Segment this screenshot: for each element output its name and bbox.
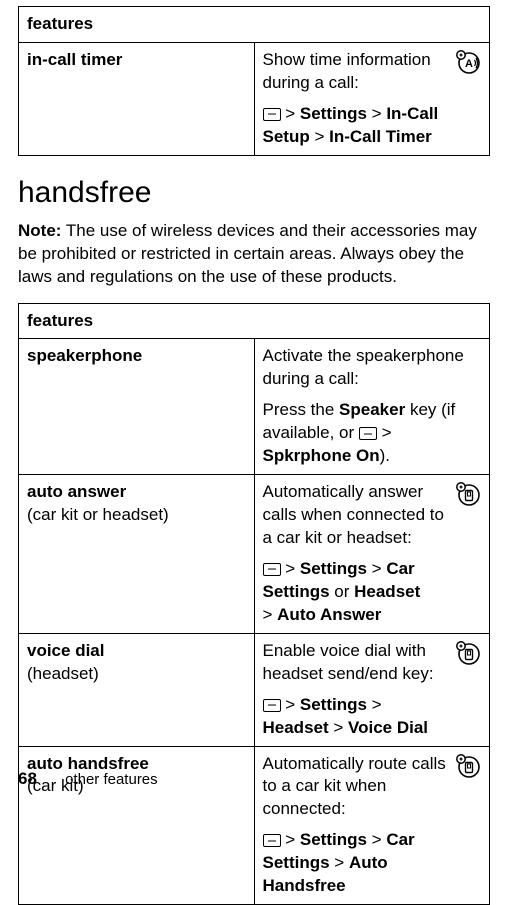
- path-seg: In-Call Timer: [329, 127, 432, 146]
- table2-header: features: [19, 303, 490, 339]
- page-number: 68: [18, 769, 37, 788]
- feature-desc: Activate the speakerphone during a call:: [263, 346, 464, 388]
- feature-in-call-timer: in-call timer: [19, 42, 255, 155]
- txt: Speaker: [339, 400, 405, 419]
- menu-icon: [263, 108, 281, 121]
- footer-label: other features: [65, 771, 158, 788]
- txt: Spkrphone On: [263, 446, 380, 465]
- feature-path: > Settings > In-Call Setup > In-Call Tim…: [263, 103, 450, 149]
- feature-name: auto answer: [27, 482, 126, 501]
- path-seg: Settings: [300, 104, 367, 123]
- feature-path: > Settings > Car Settings > Auto Handsfr…: [263, 829, 450, 898]
- accessory-badge-icon: [455, 753, 483, 781]
- path-seg: Settings: [300, 695, 367, 714]
- feature-desc-cell: Activate the speakerphone during a call:…: [254, 339, 490, 475]
- txt: Press the: [263, 400, 340, 419]
- feature-name: speakerphone: [27, 346, 142, 365]
- feature-desc-cell: Automatically answer calls when connecte…: [254, 475, 490, 634]
- feature-desc: Automatically route calls to a car kit w…: [263, 754, 446, 819]
- path-seg: Settings: [300, 559, 367, 578]
- path-seg: Headset: [354, 582, 420, 601]
- menu-icon: [263, 834, 281, 847]
- feature-name: in-call timer: [27, 50, 122, 69]
- svg-text:A: A: [465, 58, 473, 70]
- feature-sub: (headset): [27, 664, 99, 683]
- menu-icon: [359, 427, 377, 440]
- path-seg: Settings: [300, 830, 367, 849]
- feature-desc: Show time information during a call:: [263, 50, 431, 92]
- feature-path: > Settings > Car Settings or Headset > A…: [263, 558, 450, 627]
- txt: ).: [380, 446, 390, 465]
- path-or: or: [330, 582, 355, 601]
- feature-desc: Automatically answer calls when connecte…: [263, 482, 444, 547]
- accessory-badge-icon: [455, 481, 483, 509]
- feature-voice-dial: voice dial (headset): [19, 633, 255, 746]
- note-text: The use of wireless devices and their ac…: [18, 221, 477, 286]
- path-seg: Headset: [263, 718, 329, 737]
- table1-header: features: [19, 7, 490, 43]
- note-paragraph: Note: The use of wireless devices and th…: [18, 220, 490, 289]
- page-footer: 68 other features: [18, 769, 158, 789]
- path-seg: Voice Dial: [348, 718, 428, 737]
- feature-path: > Settings > Headset > Voice Dial: [263, 694, 450, 740]
- feature-desc: Enable voice dial with headset send/end …: [263, 641, 434, 683]
- note-label: Note:: [18, 221, 61, 240]
- path-seg: Auto Answer: [277, 605, 381, 624]
- accessory-badge-icon: [455, 640, 483, 668]
- feature-desc-cell: Enable voice dial with headset send/end …: [254, 633, 490, 746]
- feature-instruction: Press the Speaker key (if available, or …: [263, 399, 482, 468]
- feature-auto-answer: auto answer (car kit or headset): [19, 475, 255, 634]
- antenna-badge-icon: A: [455, 49, 483, 77]
- feature-sub: (car kit or headset): [27, 505, 169, 524]
- feature-desc-cell: Automatically route calls to a car kit w…: [254, 746, 490, 905]
- section-title: handsfree: [18, 176, 490, 210]
- feature-name: voice dial: [27, 641, 104, 660]
- feature-desc-cell: Show time information during a call: > S…: [254, 42, 490, 155]
- feature-speakerphone: speakerphone: [19, 339, 255, 475]
- menu-icon: [263, 563, 281, 576]
- features-table-1: features in-call timer Show time informa…: [18, 6, 490, 156]
- menu-icon: [263, 699, 281, 712]
